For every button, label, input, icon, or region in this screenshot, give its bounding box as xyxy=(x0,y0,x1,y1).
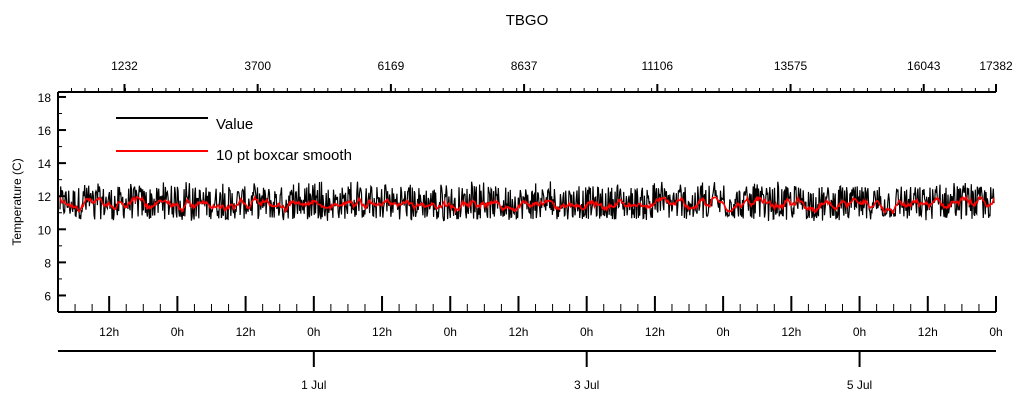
date-axis-ticks: 1 Jul 3 Jul 5 Jul xyxy=(301,351,872,392)
hour-tick-label: 0h xyxy=(853,325,866,339)
hour-tick-label: 0h xyxy=(444,325,457,339)
y-tick-label: 16 xyxy=(38,124,52,138)
y-tick-label: 14 xyxy=(38,157,52,171)
hour-tick-label: 0h xyxy=(716,325,729,339)
y-tick-label: 18 xyxy=(38,91,52,105)
legend-label-smooth: 10 pt boxcar smooth xyxy=(216,147,352,164)
hour-tick-label: 0h xyxy=(307,325,320,339)
series-value-line xyxy=(59,181,995,222)
hour-tick-label: 12h xyxy=(236,325,256,339)
plot-area xyxy=(59,181,995,222)
top-tick-label: 16043 xyxy=(907,59,941,73)
top-tick-label: 8637 xyxy=(511,59,538,73)
y-axis-label: Temperature (C) xyxy=(10,158,24,245)
top-tick-label: 3700 xyxy=(244,59,271,73)
hour-tick-label: 12h xyxy=(508,325,528,339)
hour-tick-label: 0h xyxy=(171,325,184,339)
top-tick-label: 1232 xyxy=(111,59,138,73)
hour-tick-label: 12h xyxy=(645,325,665,339)
chart-title: TBGO xyxy=(506,12,549,29)
top-axis-ticks: 1232 3700 6169 8637 11106 13575 16043 17382 xyxy=(70,59,1013,92)
hour-tick-label: 12h xyxy=(918,325,938,339)
hour-axis-ticks: 12h 0h 12h 0h 12h 0h 12h 0h 12h 0h 12h 0h 12h 0h xyxy=(74,296,1003,339)
top-tick-label: 13575 xyxy=(774,59,808,73)
hour-tick-label: 0h xyxy=(580,325,593,339)
legend-label-value: Value xyxy=(216,116,253,133)
y-tick-label: 12 xyxy=(38,190,52,204)
hour-tick-label: 12h xyxy=(781,325,801,339)
hour-tick-label: 12h xyxy=(99,325,119,339)
hour-tick-label: 12h xyxy=(372,325,392,339)
legend: Value 10 pt boxcar smooth xyxy=(116,116,352,164)
y-tick-label: 6 xyxy=(44,289,51,303)
top-tick-label: 11106 xyxy=(642,59,674,73)
date-tick-label: 5 Jul xyxy=(847,378,872,392)
hour-tick-label: 0h xyxy=(989,325,1002,339)
y-axis-ticks: 6 8 10 12 14 16 18 xyxy=(38,91,66,313)
top-tick-label: 17382 xyxy=(979,59,1013,73)
date-tick-label: 3 Jul xyxy=(574,378,599,392)
y-tick-label: 10 xyxy=(38,223,52,237)
series-smooth-line xyxy=(59,194,995,215)
top-tick-label: 6169 xyxy=(378,59,405,73)
y-tick-label: 8 xyxy=(44,256,51,270)
date-tick-label: 1 Jul xyxy=(301,378,326,392)
